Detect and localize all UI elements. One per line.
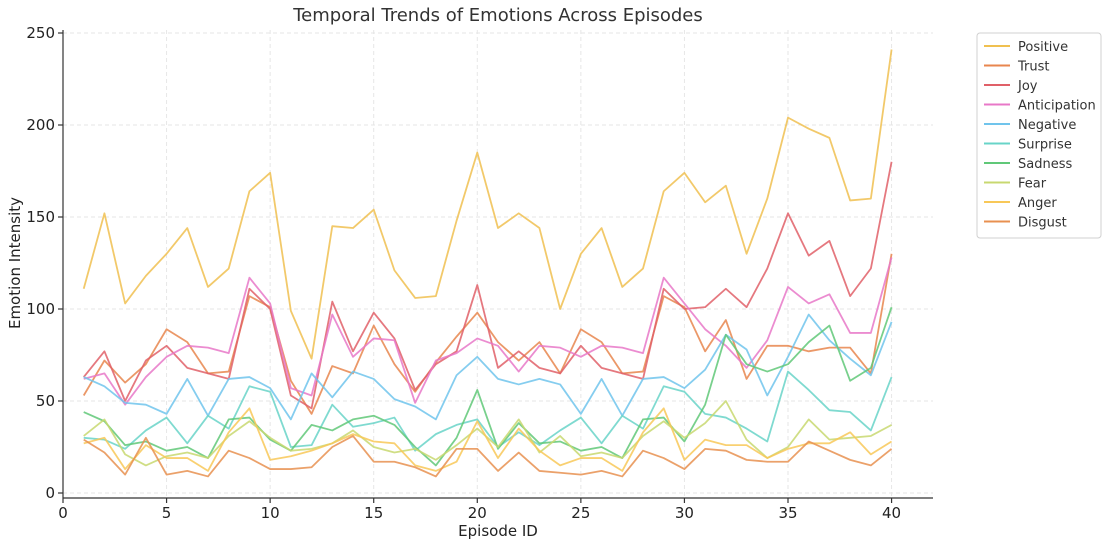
chart-title: Temporal Trends of Emotions Across Episo…: [292, 5, 703, 26]
x-tick-label: 25: [571, 504, 590, 522]
legend-label-disgust: Disgust: [1018, 216, 1067, 231]
y-axis-title: Emotion Intensity: [6, 197, 24, 329]
legend-label-trust: Trust: [1017, 60, 1049, 75]
x-tick-label: 10: [261, 504, 280, 522]
y-tick-label: 200: [26, 116, 55, 134]
axes: 0 5 10 15 20 25 30 35 40 0 50 100 150 200 250: [26, 24, 933, 522]
legend-label-negative: Negative: [1018, 118, 1076, 133]
series-line-joy: [83, 161, 893, 410]
y-tick-label: 0: [45, 484, 55, 502]
series-line-positive: [82, 49, 893, 360]
series-line-surprise: [83, 370, 893, 452]
x-tick-label: 40: [882, 504, 901, 522]
legend-label-joy: Joy: [1017, 79, 1038, 94]
series-line-anticipation: [83, 257, 893, 406]
series-line-anger: [83, 407, 893, 472]
x-tick-label: 30: [675, 504, 694, 522]
series-line-sadness: [83, 306, 893, 467]
series-lines: [82, 49, 893, 478]
legend: Positive Trust Joy Anticipation Negative Surp…: [976, 32, 1102, 239]
y-tick-label: 50: [36, 392, 55, 410]
legend-label-fear: Fear: [1018, 177, 1047, 192]
x-tick-label: 15: [364, 504, 383, 522]
x-tick-label: 0: [58, 504, 68, 522]
series-line-fear: [83, 400, 892, 467]
series-line-negative: [83, 313, 893, 421]
x-tick-label: 5: [162, 504, 172, 522]
x-tick-label: 35: [778, 504, 797, 522]
y-tick-label: 100: [26, 300, 55, 318]
legend-label-anger: Anger: [1018, 196, 1057, 211]
legend-label-anticipation: Anticipation: [1018, 99, 1096, 114]
legend-label-positive: Positive: [1018, 40, 1068, 55]
y-tick-label: 250: [26, 24, 55, 42]
grid: [62, 30, 933, 498]
y-tick-label: 150: [26, 208, 55, 226]
legend-label-surprise: Surprise: [1018, 138, 1072, 153]
series-line-disgust: [83, 435, 893, 478]
x-axis-title: Episode ID: [458, 522, 538, 540]
x-tick-label: 20: [468, 504, 487, 522]
legend-label-sadness: Sadness: [1018, 157, 1072, 172]
